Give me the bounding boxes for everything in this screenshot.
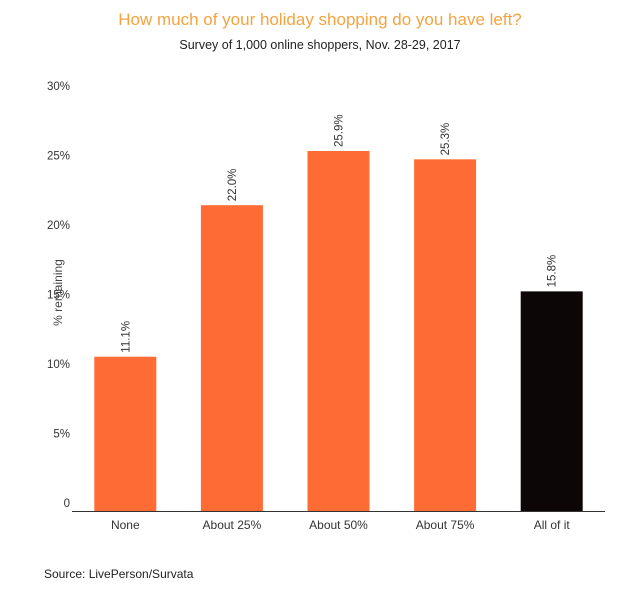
bar [414, 159, 477, 511]
y-tick-label: 15% [47, 290, 70, 302]
chart-subtitle: Survey of 1,000 online shoppers, Nov. 28… [179, 38, 461, 52]
y-axis-label: % remaining [51, 259, 65, 326]
y-tick-label: 20% [47, 220, 70, 232]
x-tick-label: None [111, 518, 140, 532]
y-axis-ticks: 0 5% 10% 15% 20% 25% 30% [47, 81, 70, 510]
bar [94, 356, 157, 511]
bar [200, 205, 263, 511]
y-tick-label: 30% [47, 81, 70, 93]
data-label: 15.8% [547, 255, 559, 288]
data-label: 25.3% [440, 123, 452, 156]
x-axis-categories: None About 25% About 50% About 75% All of it [111, 518, 570, 532]
data-labels: 11.1% 22.0% 25.9% 25.3% 15.8% [120, 114, 558, 352]
bar [307, 150, 370, 512]
chart-title: How much of your holiday shopping do you… [118, 10, 522, 29]
y-tick-label: 0 [64, 498, 70, 510]
x-tick-label: All of it [534, 518, 571, 532]
y-tick-label: 25% [47, 151, 70, 163]
source-note: Source: LivePerson/Survata [44, 567, 194, 581]
data-label: 11.1% [120, 321, 132, 353]
bar [520, 291, 583, 511]
data-label: 22.0% [227, 169, 239, 202]
x-tick-label: About 25% [203, 518, 262, 532]
data-label: 25.9% [334, 114, 346, 147]
y-tick-label: 5% [53, 429, 70, 441]
x-tick-label: About 75% [416, 518, 475, 532]
y-tick-label: 10% [47, 359, 70, 371]
bars [94, 150, 583, 512]
x-tick-label: About 50% [309, 518, 368, 532]
